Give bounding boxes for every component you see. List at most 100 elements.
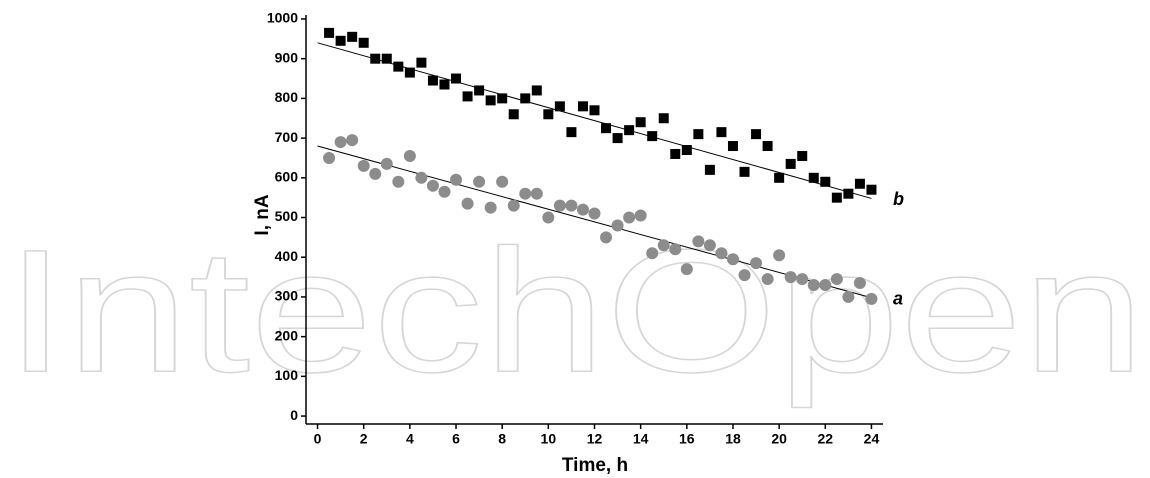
point xyxy=(750,257,763,270)
x-tick-label: 0 xyxy=(314,431,322,447)
point xyxy=(589,105,600,116)
point xyxy=(853,277,866,290)
y-tick-label: 900 xyxy=(275,49,299,65)
point xyxy=(681,145,692,156)
point xyxy=(566,127,577,138)
x-tick-label: 14 xyxy=(633,431,649,447)
point xyxy=(715,247,728,260)
point xyxy=(346,134,359,147)
point xyxy=(358,37,369,48)
point xyxy=(576,203,589,216)
point xyxy=(426,179,439,192)
point xyxy=(577,101,588,112)
y-tick-label: 100 xyxy=(275,367,299,383)
point xyxy=(739,166,750,177)
point xyxy=(416,57,427,68)
point xyxy=(774,172,785,183)
y-tick-label: 600 xyxy=(275,169,299,185)
x-tick-label: 2 xyxy=(360,431,368,447)
x-tick-label: 8 xyxy=(498,431,506,447)
point xyxy=(415,171,428,184)
x-tick-label: 6 xyxy=(452,431,460,447)
point xyxy=(520,93,531,104)
point xyxy=(439,79,450,90)
y-tick-label: 0 xyxy=(290,407,298,423)
series-label: b xyxy=(893,189,904,209)
point xyxy=(392,175,405,188)
point xyxy=(554,101,565,112)
point xyxy=(773,249,786,262)
point xyxy=(530,187,543,200)
point xyxy=(403,149,416,162)
point xyxy=(485,95,496,106)
point xyxy=(819,279,832,292)
point xyxy=(473,175,486,188)
point xyxy=(843,188,854,199)
point xyxy=(404,67,415,78)
point xyxy=(703,239,716,252)
point xyxy=(369,167,382,180)
point xyxy=(600,231,613,244)
point xyxy=(334,136,347,149)
fit-line xyxy=(317,145,872,299)
point xyxy=(831,192,842,203)
point xyxy=(716,127,727,138)
point xyxy=(588,207,601,220)
point xyxy=(647,131,658,142)
y-tick-label: 700 xyxy=(275,129,299,145)
series-label: a xyxy=(893,288,903,308)
point xyxy=(635,117,646,128)
watermark: IntechOpen xyxy=(5,214,1145,409)
point xyxy=(680,263,693,276)
point xyxy=(507,199,520,212)
point xyxy=(611,219,624,232)
point xyxy=(324,27,335,38)
x-tick-label: 18 xyxy=(725,431,741,447)
point xyxy=(796,273,809,286)
point xyxy=(751,129,762,140)
point xyxy=(866,184,877,195)
x-tick-label: 20 xyxy=(771,431,787,447)
point xyxy=(865,292,878,305)
point xyxy=(461,197,474,210)
x-tick-label: 16 xyxy=(679,431,695,447)
point xyxy=(531,85,542,96)
point xyxy=(634,209,647,222)
point xyxy=(624,125,635,136)
point xyxy=(854,178,865,189)
point xyxy=(427,75,438,86)
point xyxy=(565,199,578,212)
point xyxy=(451,73,462,84)
point xyxy=(496,175,509,188)
point xyxy=(657,239,670,252)
point xyxy=(519,187,532,200)
point xyxy=(484,201,497,214)
point xyxy=(623,211,636,224)
point xyxy=(842,290,855,303)
y-tick-label: 800 xyxy=(275,89,299,105)
y-tick-label: 400 xyxy=(275,248,299,264)
point xyxy=(380,157,393,170)
point xyxy=(797,150,808,161)
point xyxy=(543,109,554,120)
x-axis-title: Time, h xyxy=(562,455,628,476)
x-tick-label: 22 xyxy=(818,431,834,447)
point xyxy=(727,141,738,152)
point xyxy=(370,53,381,64)
point xyxy=(462,91,473,102)
point xyxy=(601,123,612,134)
point xyxy=(474,85,485,96)
point xyxy=(808,172,819,183)
point xyxy=(357,159,370,172)
point xyxy=(646,247,659,260)
y-axis-title: I, nA xyxy=(252,194,273,235)
point xyxy=(542,211,555,224)
point xyxy=(784,271,797,284)
y-tick-label: 200 xyxy=(275,327,299,343)
point xyxy=(692,235,705,248)
point xyxy=(323,151,336,164)
point xyxy=(612,133,623,144)
point xyxy=(508,109,519,120)
x-tick-label: 12 xyxy=(587,431,603,447)
